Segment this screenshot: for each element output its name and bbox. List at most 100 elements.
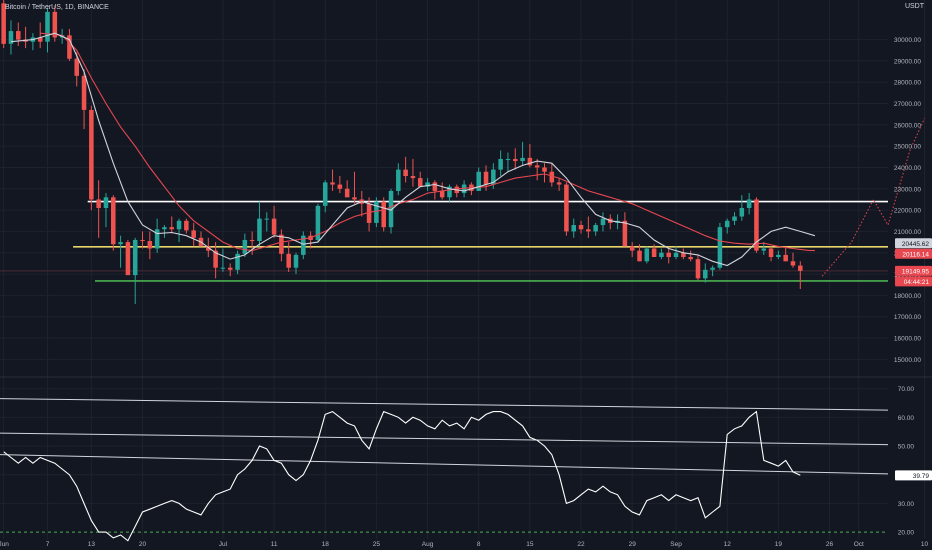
candle — [622, 212, 628, 247]
candle-body — [344, 188, 350, 198]
candle — [111, 195, 116, 251]
time-tick-label: 22 — [577, 541, 585, 548]
candle — [432, 180, 438, 200]
time-tick-label: 7 — [46, 541, 50, 548]
candle-body — [191, 230, 196, 238]
candle — [608, 214, 613, 230]
candle-body — [622, 220, 628, 247]
candle — [447, 184, 452, 202]
candle — [308, 231, 313, 249]
candle-body — [388, 190, 394, 228]
candle-body — [746, 199, 752, 208]
candle-body — [417, 178, 423, 187]
candle — [67, 28, 72, 61]
candle — [279, 229, 284, 262]
candle-body — [125, 242, 131, 276]
candle-body — [461, 184, 467, 194]
price-tick-label: 28000.00 — [894, 80, 921, 87]
candle-body — [67, 35, 72, 59]
price-axis[interactable]: 15000.0016000.0017000.0018000.0019000.00… — [894, 37, 921, 537]
horizontal-levels[interactable] — [73, 200, 888, 282]
candle-body — [476, 171, 481, 191]
candle — [374, 197, 379, 228]
candle — [703, 263, 708, 283]
candle — [556, 178, 562, 191]
candle — [571, 218, 576, 238]
candle — [798, 261, 803, 289]
candle — [176, 218, 182, 243]
price-tag: 20445.62 — [895, 238, 932, 249]
price-tick-label: 16000.00 — [894, 336, 921, 343]
price-tick-label: 22000.00 — [894, 208, 921, 215]
candle — [23, 26, 28, 49]
candle-body — [629, 246, 635, 251]
candle-body — [447, 186, 452, 198]
candle-body — [410, 176, 416, 179]
candle-body — [703, 269, 708, 279]
price-tag-bg — [895, 265, 932, 276]
candle — [732, 212, 737, 226]
candle — [549, 163, 555, 187]
candle — [293, 252, 299, 275]
candle-body — [111, 197, 116, 245]
candle — [586, 216, 591, 238]
candle-body — [337, 184, 343, 189]
candle — [30, 33, 36, 51]
price-tag-bg — [895, 248, 932, 259]
time-tick-label: 8 — [477, 541, 481, 548]
candle — [1, 0, 6, 49]
candle-body — [739, 207, 745, 217]
candle-body — [673, 252, 679, 258]
candle-body — [366, 203, 372, 223]
candle-body — [520, 157, 525, 162]
candle — [125, 239, 131, 276]
time-tick-label: 11 — [271, 541, 278, 548]
candle — [337, 176, 343, 194]
rsi-tick-label: 70.00 — [898, 386, 915, 393]
candle — [81, 69, 87, 130]
price-tick-label: 29000.00 — [894, 58, 921, 65]
candle — [366, 197, 372, 232]
candle — [89, 105, 94, 211]
candle — [52, 5, 58, 42]
time-tick-label: Jul — [219, 541, 228, 548]
time-axis[interactable]: Jun 7 13 20 Jul 11 18 25 Aug 8 15 22 29 Sep 12 19 26 Oct 1… — [0, 541, 929, 548]
candle-body — [798, 265, 803, 271]
candle — [746, 193, 752, 215]
candle — [673, 246, 679, 260]
time-tick-label: 29 — [629, 541, 637, 548]
candle-body — [293, 254, 299, 268]
price-tag: 04:44:21 — [895, 276, 932, 287]
candle-body — [571, 225, 576, 232]
candle-body — [330, 182, 335, 185]
candle — [688, 250, 693, 262]
candle — [45, 7, 50, 53]
price-tag-bg — [895, 238, 932, 249]
moving-averages — [10, 32, 816, 267]
candle-body — [264, 218, 270, 220]
candle-body — [286, 253, 291, 268]
candle — [132, 237, 138, 304]
rsi-channel-line — [0, 454, 889, 475]
currency-label: USDT — [904, 3, 924, 10]
candle-body — [695, 259, 701, 279]
candle-body — [301, 235, 306, 255]
candle-body — [644, 248, 650, 262]
candle — [410, 158, 416, 187]
price-tick-label: 18000.00 — [894, 293, 921, 300]
candle-body — [147, 241, 153, 249]
symbol-title[interactable]: Bitcoin / TetherUS, 1D, BINANCE — [5, 4, 109, 11]
candle-body — [176, 220, 182, 230]
candle-body — [790, 261, 796, 266]
price-tick-label: 23000.00 — [894, 186, 921, 193]
price-tag: 19149.95 — [895, 265, 932, 276]
candle-body — [549, 171, 555, 183]
candle — [388, 188, 394, 234]
candle-body — [374, 201, 379, 223]
candle-body — [483, 171, 489, 185]
candle — [534, 158, 540, 181]
time-tick-label: Jun — [0, 541, 9, 548]
time-tick-label: Sep — [670, 541, 682, 548]
candle-body — [1, 3, 6, 44]
candle-body — [279, 234, 284, 254]
